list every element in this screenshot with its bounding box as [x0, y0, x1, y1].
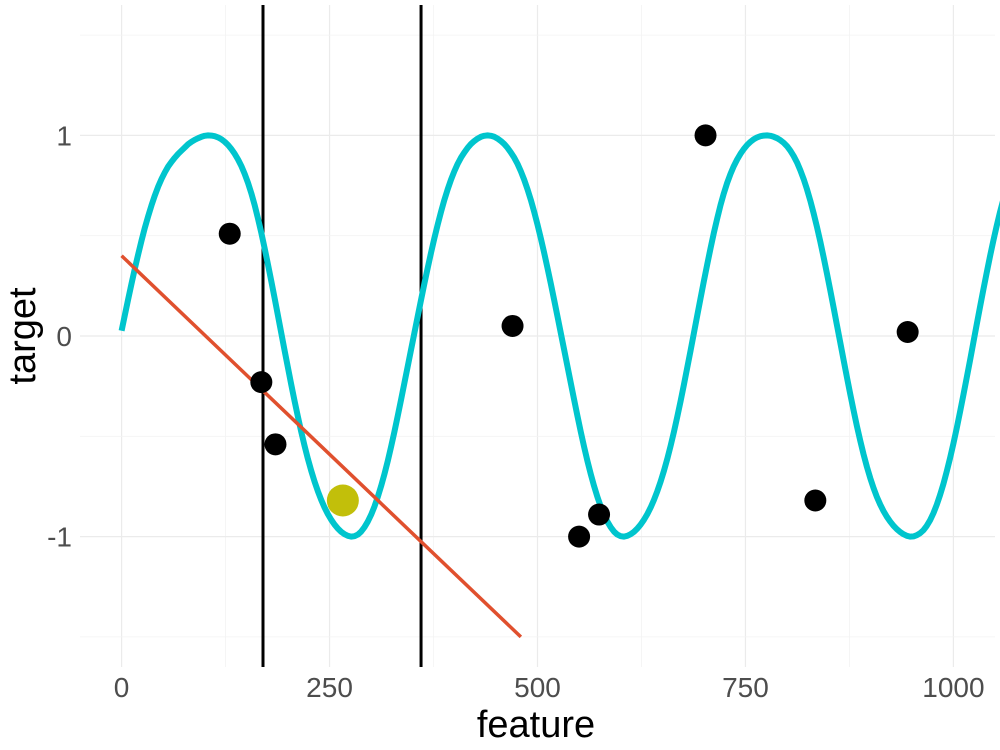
x-tick-label: 500: [514, 672, 561, 703]
y-tick-label: 1: [56, 120, 72, 151]
regression-line: [120, 254, 523, 639]
data-point: [250, 371, 273, 394]
y-axis-ticks: -1 0 1: [47, 120, 72, 552]
vertical-lines: [261, 5, 423, 667]
data-point: [694, 124, 717, 147]
y-axis-title: target: [2, 287, 44, 385]
y-tick-label: 0: [56, 321, 72, 352]
data-points: [218, 124, 919, 548]
x-axis-title: feature: [477, 704, 595, 746]
data-point: [896, 320, 919, 343]
x-tick-label: 750: [722, 672, 769, 703]
x-tick-label: 1000: [922, 672, 984, 703]
x-tick-label: 0: [114, 672, 130, 703]
data-point: [218, 222, 241, 245]
grid: [80, 5, 995, 667]
x-tick-label: 250: [306, 672, 353, 703]
data-point: [568, 525, 591, 548]
regression-line-group: [120, 254, 523, 639]
x-axis-ticks: 0 250 500 750 1000: [114, 672, 985, 703]
data-point: [804, 489, 827, 512]
sine-curve: [118, 132, 1000, 540]
data-point: [264, 433, 287, 456]
data-point: [501, 314, 524, 337]
y-tick-label: -1: [47, 522, 72, 553]
highlighted-point: [326, 484, 359, 517]
data-point: [588, 503, 611, 526]
sine-curve-group: [118, 132, 1000, 540]
